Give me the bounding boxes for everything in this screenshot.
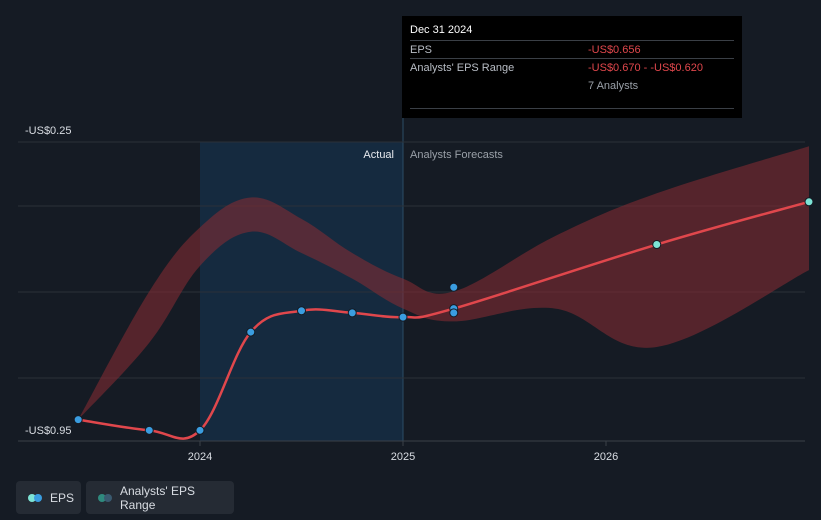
eps-actual-point xyxy=(347,308,357,318)
eps-points xyxy=(73,197,814,435)
legend-range-label: Analysts' EPS Range xyxy=(120,483,195,512)
eps-forecast-point xyxy=(804,197,814,207)
tooltip-row-eps: EPS -US$0.656 xyxy=(410,40,734,58)
eps-actual-point xyxy=(144,425,154,435)
tooltip-eps-value: -US$0.656 xyxy=(588,43,641,56)
tooltip-row-analysts: 7 Analysts xyxy=(410,76,734,95)
eps-range-point xyxy=(449,308,459,318)
eps-actual-point xyxy=(246,327,256,337)
x-tick-label: 2025 xyxy=(391,451,415,463)
forecast-section-label: Analysts Forecasts xyxy=(410,149,503,161)
eps-legend-icon xyxy=(28,493,42,502)
tooltip-row-range: Analysts' EPS Range -US$0.670 - -US$0.62… xyxy=(410,58,734,76)
eps-actual-point xyxy=(73,415,83,425)
tooltip-range-label: Analysts' EPS Range xyxy=(410,61,515,74)
y-axis-bottom-label: -US$0.95 xyxy=(25,425,71,437)
eps-actual-point xyxy=(195,425,205,435)
x-tick-label: 2026 xyxy=(594,451,618,463)
tooltip-date: Dec 31 2024 xyxy=(410,24,473,36)
eps-actual-point xyxy=(398,312,408,322)
legend-eps-range[interactable]: Analysts' EPS Range xyxy=(86,481,234,514)
eps-tooltip: Dec 31 2024 EPS -US$0.656 Analysts' EPS … xyxy=(402,16,742,118)
x-tick-label: 2024 xyxy=(188,451,212,463)
range-legend-icon xyxy=(98,493,112,502)
y-axis-top-label: -US$0.25 xyxy=(25,125,71,137)
tooltip-range-value: -US$0.670 - -US$0.620 xyxy=(588,61,703,74)
eps-forecast-point xyxy=(652,240,662,250)
actual-section-label: Actual xyxy=(363,149,394,161)
tooltip-divider xyxy=(410,108,734,109)
tooltip-analysts-value: 7 Analysts xyxy=(588,79,639,92)
eps-actual-point xyxy=(297,306,306,316)
eps-range-point xyxy=(449,282,459,292)
x-axis-ticks: 2024 2025 2026 xyxy=(188,441,618,463)
legend-eps-label: EPS xyxy=(50,490,75,505)
legend-eps[interactable]: EPS xyxy=(16,481,81,514)
tooltip-eps-label: EPS xyxy=(410,43,433,56)
eps-range-band xyxy=(78,146,809,420)
